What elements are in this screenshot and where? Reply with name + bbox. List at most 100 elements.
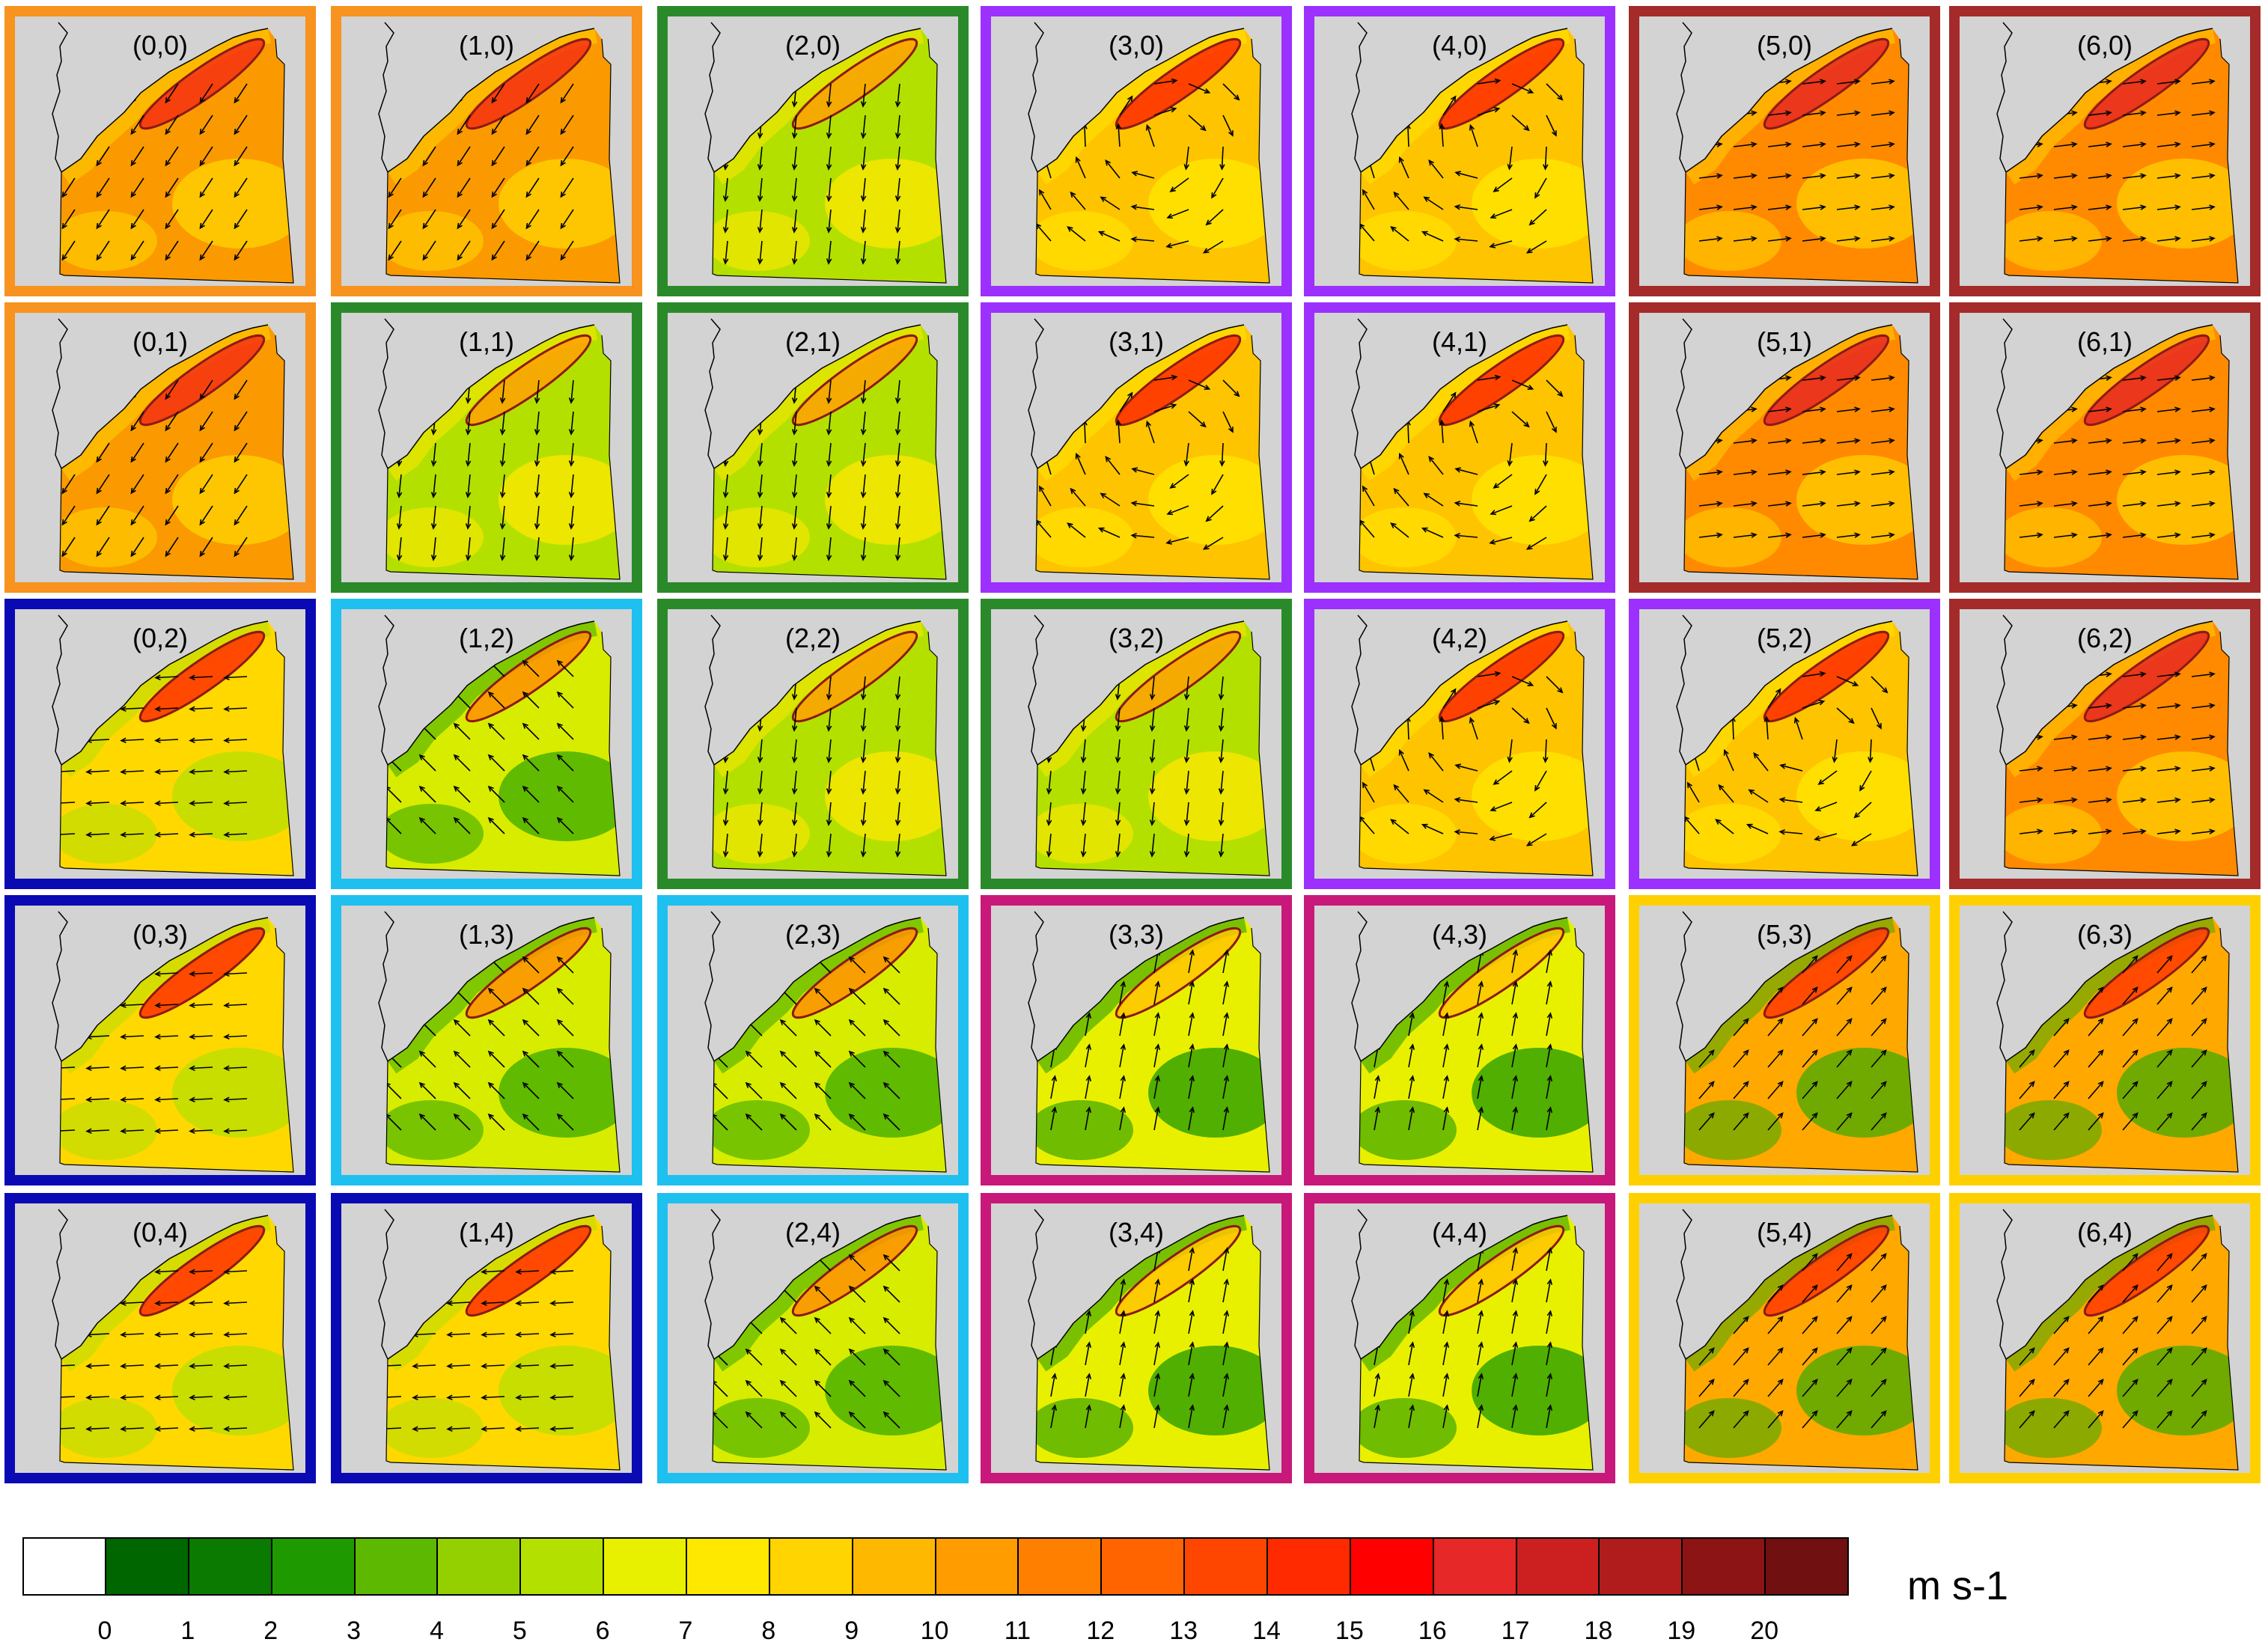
speed-region [1352, 507, 1457, 567]
colorbar-swatch [686, 1537, 770, 1596]
panel-label: (5,0) [1639, 30, 1930, 61]
map-panel: (2,0) [657, 6, 969, 296]
colorbar-swatch [519, 1537, 604, 1596]
colorbar-tick-label: 16 [1418, 1617, 1447, 1646]
map-panel: (1,3) [331, 895, 642, 1185]
panel-label: (1,0) [341, 30, 632, 61]
map-panel: (4,1) [1304, 302, 1615, 593]
map-panel: (4,2) [1304, 599, 1615, 889]
map-panel: (6,3) [1949, 895, 2261, 1185]
speed-region [1352, 804, 1457, 864]
colorbar-tick-label: 19 [1667, 1617, 1695, 1646]
panel-label: (4,3) [1314, 919, 1605, 950]
colorbar-tick-label: 15 [1335, 1617, 1364, 1646]
speed-region [1352, 1398, 1457, 1458]
colorbar-tick-label: 9 [844, 1617, 859, 1646]
panel-label: (0,3) [15, 919, 305, 950]
speed-region [1997, 804, 2102, 864]
colorbar-swatch [105, 1537, 189, 1596]
panel-label: (0,2) [15, 623, 305, 654]
map-panel: (5,3) [1629, 895, 1940, 1185]
colorbar-tick-label: 11 [1005, 1617, 1031, 1646]
panel-label: (0,1) [15, 326, 305, 358]
panel-label: (4,1) [1314, 326, 1605, 358]
colorbar-swatch [769, 1537, 853, 1596]
panel-label: (5,1) [1639, 326, 1930, 358]
map-panel: (4,3) [1304, 895, 1615, 1185]
panel-label: (2,3) [668, 919, 958, 950]
panel-label: (2,2) [668, 623, 958, 654]
panel-label: (3,0) [991, 30, 1281, 61]
colorbar-swatch [1183, 1537, 1268, 1596]
colorbar-swatch [436, 1537, 521, 1596]
map-panel: (3,0) [981, 6, 1292, 296]
map-panel: (1,4) [331, 1193, 642, 1483]
map-panel: (1,0) [331, 6, 642, 296]
colorbar-tick-label: 4 [430, 1617, 444, 1646]
panel-label: (5,2) [1639, 623, 1930, 654]
panel-label: (5,4) [1639, 1217, 1930, 1248]
map-panel: (1,2) [331, 599, 642, 889]
panel-label: (1,2) [341, 623, 632, 654]
colorbar-swatch [852, 1537, 936, 1596]
map-panel: (6,4) [1949, 1193, 2261, 1483]
panel-label: (6,4) [1960, 1217, 2250, 1248]
panel-label: (4,0) [1314, 30, 1605, 61]
speed-region [1028, 507, 1133, 567]
panel-label: (0,4) [15, 1217, 305, 1248]
speed-region [1997, 211, 2102, 271]
map-panel: (3,4) [981, 1193, 1292, 1483]
colorbar-swatch [603, 1537, 687, 1596]
panel-grid: (0,0) (1,0) (2,0) (3,0) (4,0) (5,0) (6,0) (0,1)… [0, 0, 2268, 1497]
colorbar-swatch [271, 1537, 356, 1596]
map-panel: (6,0) [1949, 6, 2261, 296]
map-panel: (1,1) [331, 302, 642, 593]
map-panel: (5,1) [1629, 302, 1940, 593]
colorbar-tick-label: 12 [1086, 1617, 1115, 1646]
speed-region [1677, 211, 1781, 271]
speed-region [1677, 1398, 1781, 1458]
speed-region [1677, 1100, 1781, 1160]
speed-region [379, 1100, 484, 1160]
speed-region [1352, 1100, 1457, 1160]
map-panel: (0,0) [4, 6, 316, 296]
colorbar [22, 1537, 1847, 1596]
panel-label: (2,1) [668, 326, 958, 358]
colorbar-swatch [1266, 1537, 1351, 1596]
colorbar-swatch [1598, 1537, 1683, 1596]
panel-label: (1,4) [341, 1217, 632, 1248]
colorbar-tick-label: 13 [1169, 1617, 1198, 1646]
map-panel: (0,4) [4, 1193, 316, 1483]
panel-label: (2,0) [668, 30, 958, 61]
panel-label: (2,4) [668, 1217, 958, 1248]
speed-region [705, 1100, 810, 1160]
speed-region [1677, 804, 1781, 864]
colorbar-swatch [1350, 1537, 1434, 1596]
map-panel: (2,4) [657, 1193, 969, 1483]
panel-label: (3,2) [991, 623, 1281, 654]
map-panel: (2,2) [657, 599, 969, 889]
colorbar-swatch [188, 1537, 272, 1596]
panel-label: (3,4) [991, 1217, 1281, 1248]
speed-region [1028, 1398, 1133, 1458]
speed-region [1997, 1100, 2102, 1160]
map-panel: (6,1) [1949, 302, 2261, 593]
map-panel: (3,1) [981, 302, 1292, 593]
speed-region [379, 804, 484, 864]
panel-label: (6,1) [1960, 326, 2250, 358]
map-panel: (5,0) [1629, 6, 1940, 296]
panel-label: (4,4) [1314, 1217, 1605, 1248]
map-panel: (5,2) [1629, 599, 1940, 889]
map-panel: (4,0) [1304, 6, 1615, 296]
map-panel: (5,4) [1629, 1193, 1940, 1483]
colorbar-tick-label: 8 [761, 1617, 775, 1646]
speed-region [1352, 211, 1457, 271]
colorbar-tick-label: 1 [180, 1617, 195, 1646]
panel-label: (1,3) [341, 919, 632, 950]
speed-region [1997, 1398, 2102, 1458]
map-panel: (4,4) [1304, 1193, 1615, 1483]
colorbar-swatch [1516, 1537, 1600, 1596]
speed-region [705, 1398, 810, 1458]
map-panel: (6,2) [1949, 599, 2261, 889]
map-panel: (2,1) [657, 302, 969, 593]
